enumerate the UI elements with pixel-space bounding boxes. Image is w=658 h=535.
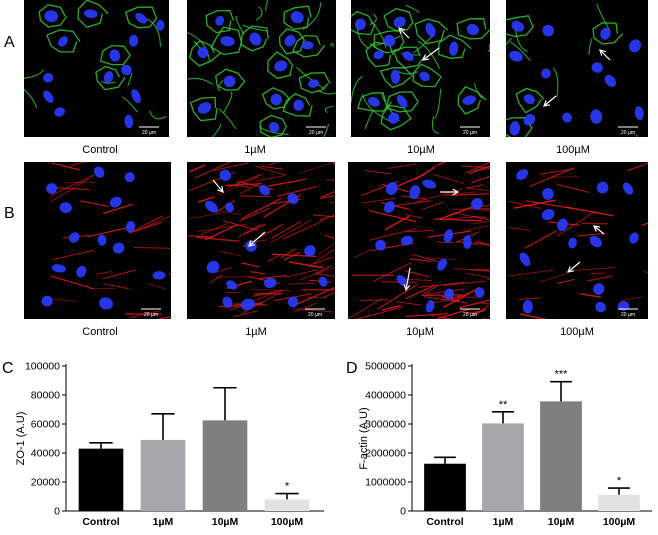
caption-factin-10um: 10µM [355,326,485,338]
chart-zo1-svg: 0 20000 40000 60000 80000 100000 ZO-1 (A.U) Con… [0,356,330,530]
panel-label-a: A [4,34,15,52]
caption-zo1-10um: 10µM [356,144,486,156]
y-tick-label: 0 [54,506,60,518]
bar [141,440,186,511]
chart-zo1: 0 20000 40000 60000 80000 100000 ZO-1 (A.U) Con… [0,356,330,530]
scale-bar-label: 20 µm [142,130,156,136]
micrograph-zo1-control: 20 µm [24,0,169,137]
x-tick-label: 1µM [493,516,514,528]
y-axis-label: F-actin (A.U) [358,407,370,469]
micrograph-zo1-10um: 20 µm [351,0,490,137]
x-tick-label: 1µM [153,516,174,528]
x-tick-label: Control [82,516,119,528]
y-tick-label: 1000000 [365,477,406,489]
scale-bar-label: 20 µm [144,312,158,318]
micrograph-factin-10um: 20 µm [348,162,490,319]
y-tick-label: 100000 [25,361,60,373]
scale-bar-label: 20 µm [309,130,323,136]
scale-bar-label: 20 µm [621,130,635,136]
y-tick-label: 40000 [31,448,60,460]
y-tick-label: 2000000 [365,448,406,460]
significance-label: *** [555,369,569,381]
y-tick-label: 60000 [31,419,60,431]
micrograph-factin-1um: 20 µm [187,162,335,319]
caption-zo1-100um: 100µM [508,144,638,156]
caption-factin-100um: 100µM [512,326,642,338]
caption-zo1-control: Control [35,144,165,156]
bar [79,449,124,511]
bar [482,423,524,511]
bar [598,495,640,511]
bar [265,499,310,511]
panel-label-b: B [4,205,15,223]
caption-factin-control: Control [35,326,165,338]
y-tick-label: 4000000 [365,390,406,402]
x-tick-label: 100µM [271,516,304,528]
scale-bar-label: 20 µm [308,312,322,318]
x-tick-label: Control [426,516,463,528]
y-axis-label: ZO-1 (A.U) [15,412,27,466]
chart-factin-svg: 0 1000000 2000000 3000000 4000000 5000000 F-ac… [340,356,658,530]
scale-bar-label: 20 µm [463,312,477,318]
micrograph-factin-control: 20 µm [24,162,171,319]
y-tick-label: 0 [400,506,406,518]
caption-factin-1um: 1µM [191,326,321,338]
y-tick-label: 80000 [31,390,60,402]
x-tick-label: 10µM [212,516,239,528]
y-tick-label: 5000000 [365,361,406,373]
significance-label: ** [499,399,508,411]
x-tick-label: 100µM [603,516,636,528]
significance-label: * [285,481,290,493]
micrograph-zo1-100um: 20 µm [506,0,648,137]
micrograph-zo1-1um: 20 µm [187,0,336,137]
y-tick-label: 3000000 [365,419,406,431]
significance-label: * [617,475,622,487]
bar [203,420,248,511]
caption-zo1-1um: 1µM [190,144,320,156]
bar [540,401,582,511]
chart-factin: 0 1000000 2000000 3000000 4000000 5000000 F-ac… [340,356,658,530]
x-tick-label: 10µM [548,516,575,528]
y-tick-label: 20000 [31,477,60,489]
scale-bar-label: 20 µm [463,130,477,136]
bar [424,464,466,511]
scale-bar-label: 20 µm [621,312,635,318]
micrograph-factin-100um: 20 µm [506,162,648,319]
